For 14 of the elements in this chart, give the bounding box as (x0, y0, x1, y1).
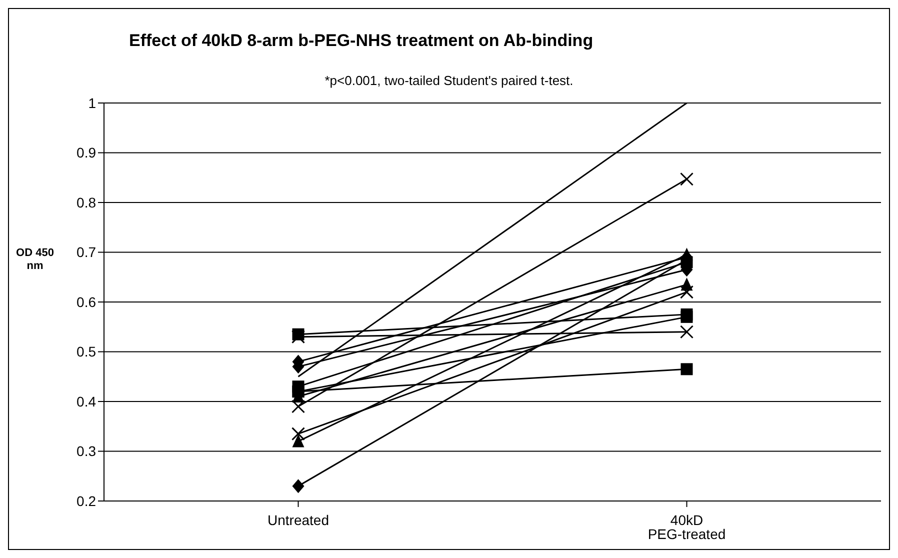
y-tick-label: 0.2 (76, 492, 96, 509)
y-tick-label: 0.5 (76, 344, 96, 360)
y-tick-label: 0.8 (76, 194, 96, 210)
y-tick-label: 1 (88, 94, 96, 111)
y-tick-label: 0.3 (76, 443, 96, 460)
y-tick-label: 0.6 (76, 294, 96, 310)
y-tick-label: 0.4 (76, 393, 96, 410)
x-tick-label: Untreated (268, 512, 329, 528)
chart-title: Effect of 40kD 8-arm b-PEG-NHS treatment on Ab-binding (129, 31, 594, 50)
chart-subtitle: *p<0.001, two-tailed Student's paired t-test. (324, 73, 574, 88)
y-tick-label: 0.9 (76, 144, 96, 161)
x-tick-label: 40kD PEG-treated (648, 512, 726, 542)
y-tick-label: 0.7 (76, 244, 96, 260)
y-axis-title: OD 450 nm (15, 247, 55, 273)
